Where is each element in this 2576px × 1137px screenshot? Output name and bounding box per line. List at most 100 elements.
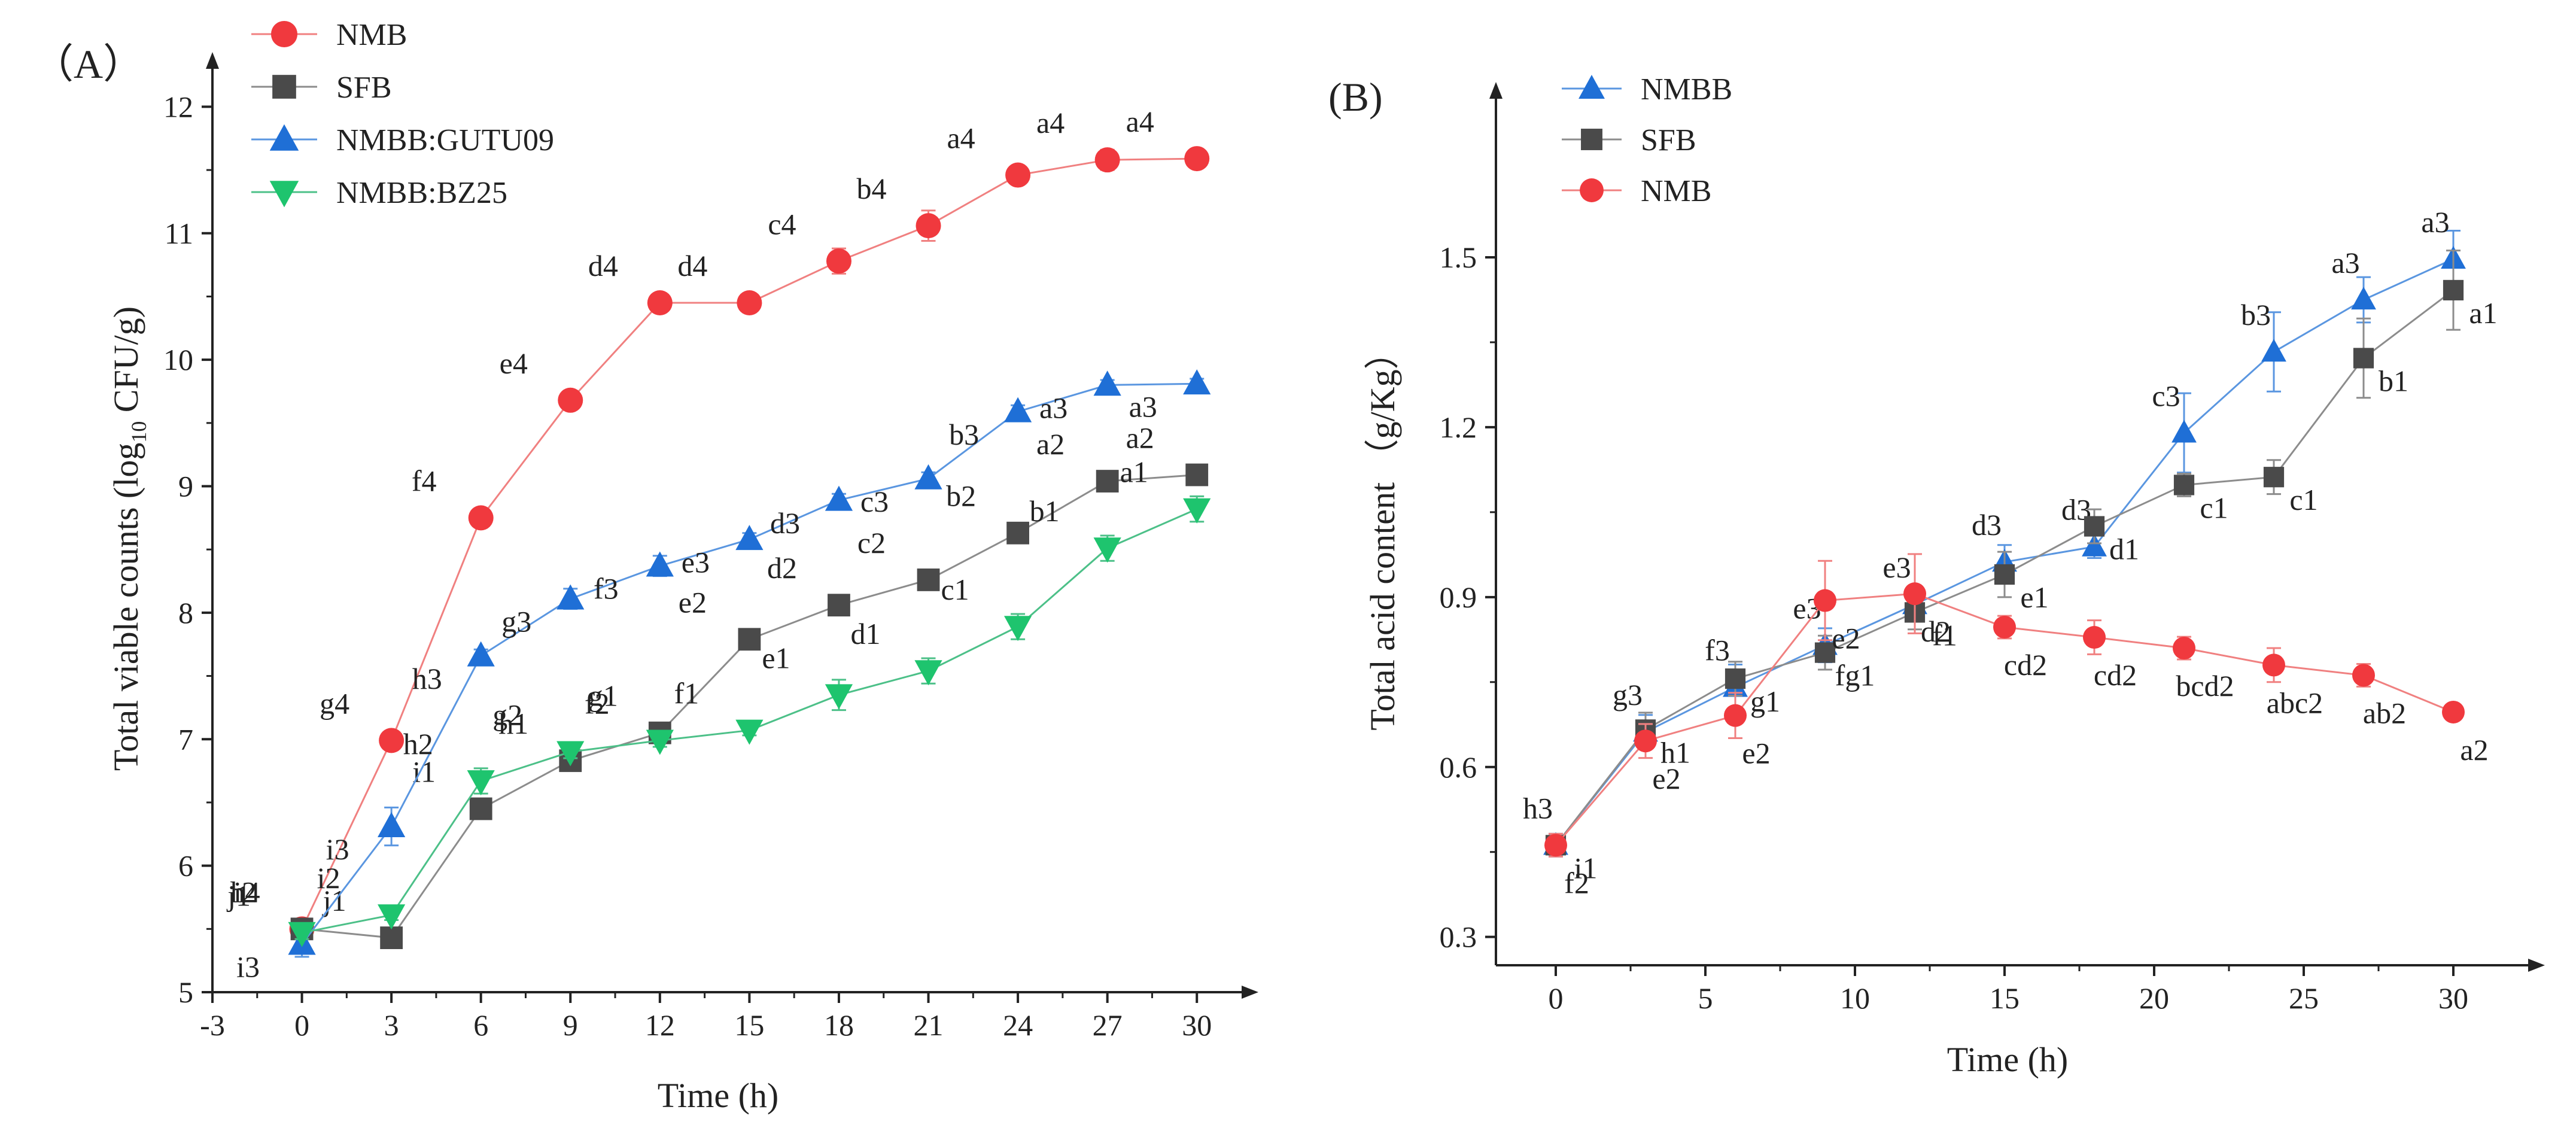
data-point [1903, 582, 1926, 606]
significance-label: ab2 [2363, 696, 2406, 729]
legend-label: NMBB [1641, 72, 1732, 107]
significance-label: a3 [2421, 205, 2449, 239]
significance-label: d3 [1972, 508, 2002, 542]
series-nmb: f2 e2 e2 e2 d2 cd2 cd2 bcd2 abc2 ab2 a2 [1544, 553, 2489, 899]
x-tick-label: 3 [384, 1008, 399, 1042]
data-point [2262, 653, 2285, 677]
legend-marker [1580, 178, 1604, 202]
significance-label: a1 [2469, 296, 2497, 330]
significance-label: d1 [2109, 533, 2139, 566]
series-nmb: h4 g4 f4 e4 d4 d4 c4 b4 a4 a4 a4 [230, 105, 1210, 942]
x-tick-label: 5 [1698, 981, 1713, 1015]
data-point [1814, 642, 1836, 663]
significance-label: e3 [1882, 551, 1911, 584]
significance-label: a4 [1036, 106, 1065, 139]
data-point [468, 505, 494, 531]
significance-label: i3 [326, 832, 349, 866]
significance-label: c1 [2289, 483, 2318, 516]
panel-label: (B) [1328, 74, 1383, 120]
significance-label: h3 [1523, 791, 1553, 825]
significance-label: e2 [1832, 622, 1860, 655]
significance-label: c2 [857, 526, 886, 560]
data-point [1725, 668, 1746, 689]
significance-label: h2 [403, 727, 433, 761]
significance-label: g3 [501, 605, 531, 639]
y-tick-label: 0.6 [1440, 750, 1477, 784]
legend-label: NMB [336, 18, 407, 52]
data-point [1093, 537, 1121, 563]
significance-label: e1 [2020, 580, 2048, 614]
data-point [914, 660, 942, 686]
legend-marker [1581, 129, 1602, 150]
legend-item: NMBB:BZ25 [251, 176, 507, 210]
data-point [917, 568, 940, 591]
data-point [738, 628, 761, 651]
data-point [288, 922, 316, 947]
significance-label: h1 [1660, 735, 1690, 769]
y-tick-label: 8 [178, 596, 193, 630]
significance-label: a2 [2460, 733, 2488, 767]
significance-label: c3 [2152, 379, 2180, 412]
significance-label: d2 [767, 551, 797, 585]
data-point [467, 641, 495, 667]
legend-item: SFB [1562, 123, 1696, 157]
y-tick-label: 10 [163, 343, 193, 376]
legend-item: SFB [251, 71, 392, 105]
significance-label: h4 [230, 875, 260, 908]
significance-label: i1 [412, 755, 436, 789]
data-point [735, 719, 764, 745]
significance-label: j1 [226, 879, 251, 913]
x-tick-label: 30 [1182, 1008, 1212, 1042]
significance-label: f3 [1705, 633, 1730, 667]
significance-label: c1 [2200, 491, 2228, 524]
significance-label: a2 [1036, 427, 1065, 461]
significance-label: e2 [1652, 762, 1680, 795]
x-tick-label: 12 [645, 1008, 675, 1042]
significance-label: a3 [2331, 246, 2359, 279]
data-point [916, 213, 941, 239]
data-point [2443, 279, 2464, 300]
panel-b-chart: 0 5 10 15 20 25 30 0.3 0.6 0.9 1.2 1.5 (B) Time (h) To… [1328, 72, 2545, 1079]
y-tick-label: 5 [178, 975, 193, 1009]
data-point [1003, 616, 1032, 642]
significance-label: fg1 [1835, 659, 1875, 692]
data-point [826, 248, 851, 274]
y-tick-label: 11 [165, 217, 193, 250]
legend-label: SFB [1641, 123, 1696, 157]
y-axis-title: Total viable counts (log10 CFU/g) [107, 306, 151, 771]
data-point [379, 728, 405, 753]
data-point [647, 290, 673, 316]
significance-label: a4 [947, 121, 975, 155]
significance-label: g3 [1613, 678, 1643, 712]
data-point [2083, 626, 2106, 649]
legend-marker [272, 75, 296, 99]
data-point [378, 904, 406, 930]
significance-label: b1 [2379, 364, 2408, 397]
data-point [469, 797, 492, 820]
y-tick-label: 9 [178, 470, 193, 503]
data-point [735, 525, 764, 551]
data-point [825, 485, 853, 511]
data-point [1184, 146, 1210, 172]
significance-label: d1 [851, 617, 881, 650]
data-point [1814, 589, 1836, 612]
significance-label: b3 [949, 418, 979, 451]
x-tick-label: 0 [294, 1008, 309, 1042]
data-point [556, 584, 585, 610]
significance-label: h1 [498, 707, 528, 740]
data-point [1005, 162, 1031, 188]
significance-label: a3 [1129, 390, 1157, 423]
x-axis-title: Time (h) [1947, 1040, 2069, 1079]
y-tick-label: 0.9 [1440, 580, 1477, 614]
legend-item: NMBB [1562, 72, 1732, 107]
significance-label: d2 [1921, 615, 1951, 648]
significance-label: b2 [946, 479, 976, 513]
significance-label: e3 [682, 545, 710, 579]
data-point [558, 387, 583, 413]
legend-label: NMBB:GUTU09 [336, 123, 554, 157]
x-tick-label: 10 [1840, 981, 1870, 1015]
significance-label: g4 [320, 686, 349, 720]
y-axis-title: Total acid content （g/Kg） [1363, 335, 1402, 730]
data-point [1003, 397, 1032, 422]
